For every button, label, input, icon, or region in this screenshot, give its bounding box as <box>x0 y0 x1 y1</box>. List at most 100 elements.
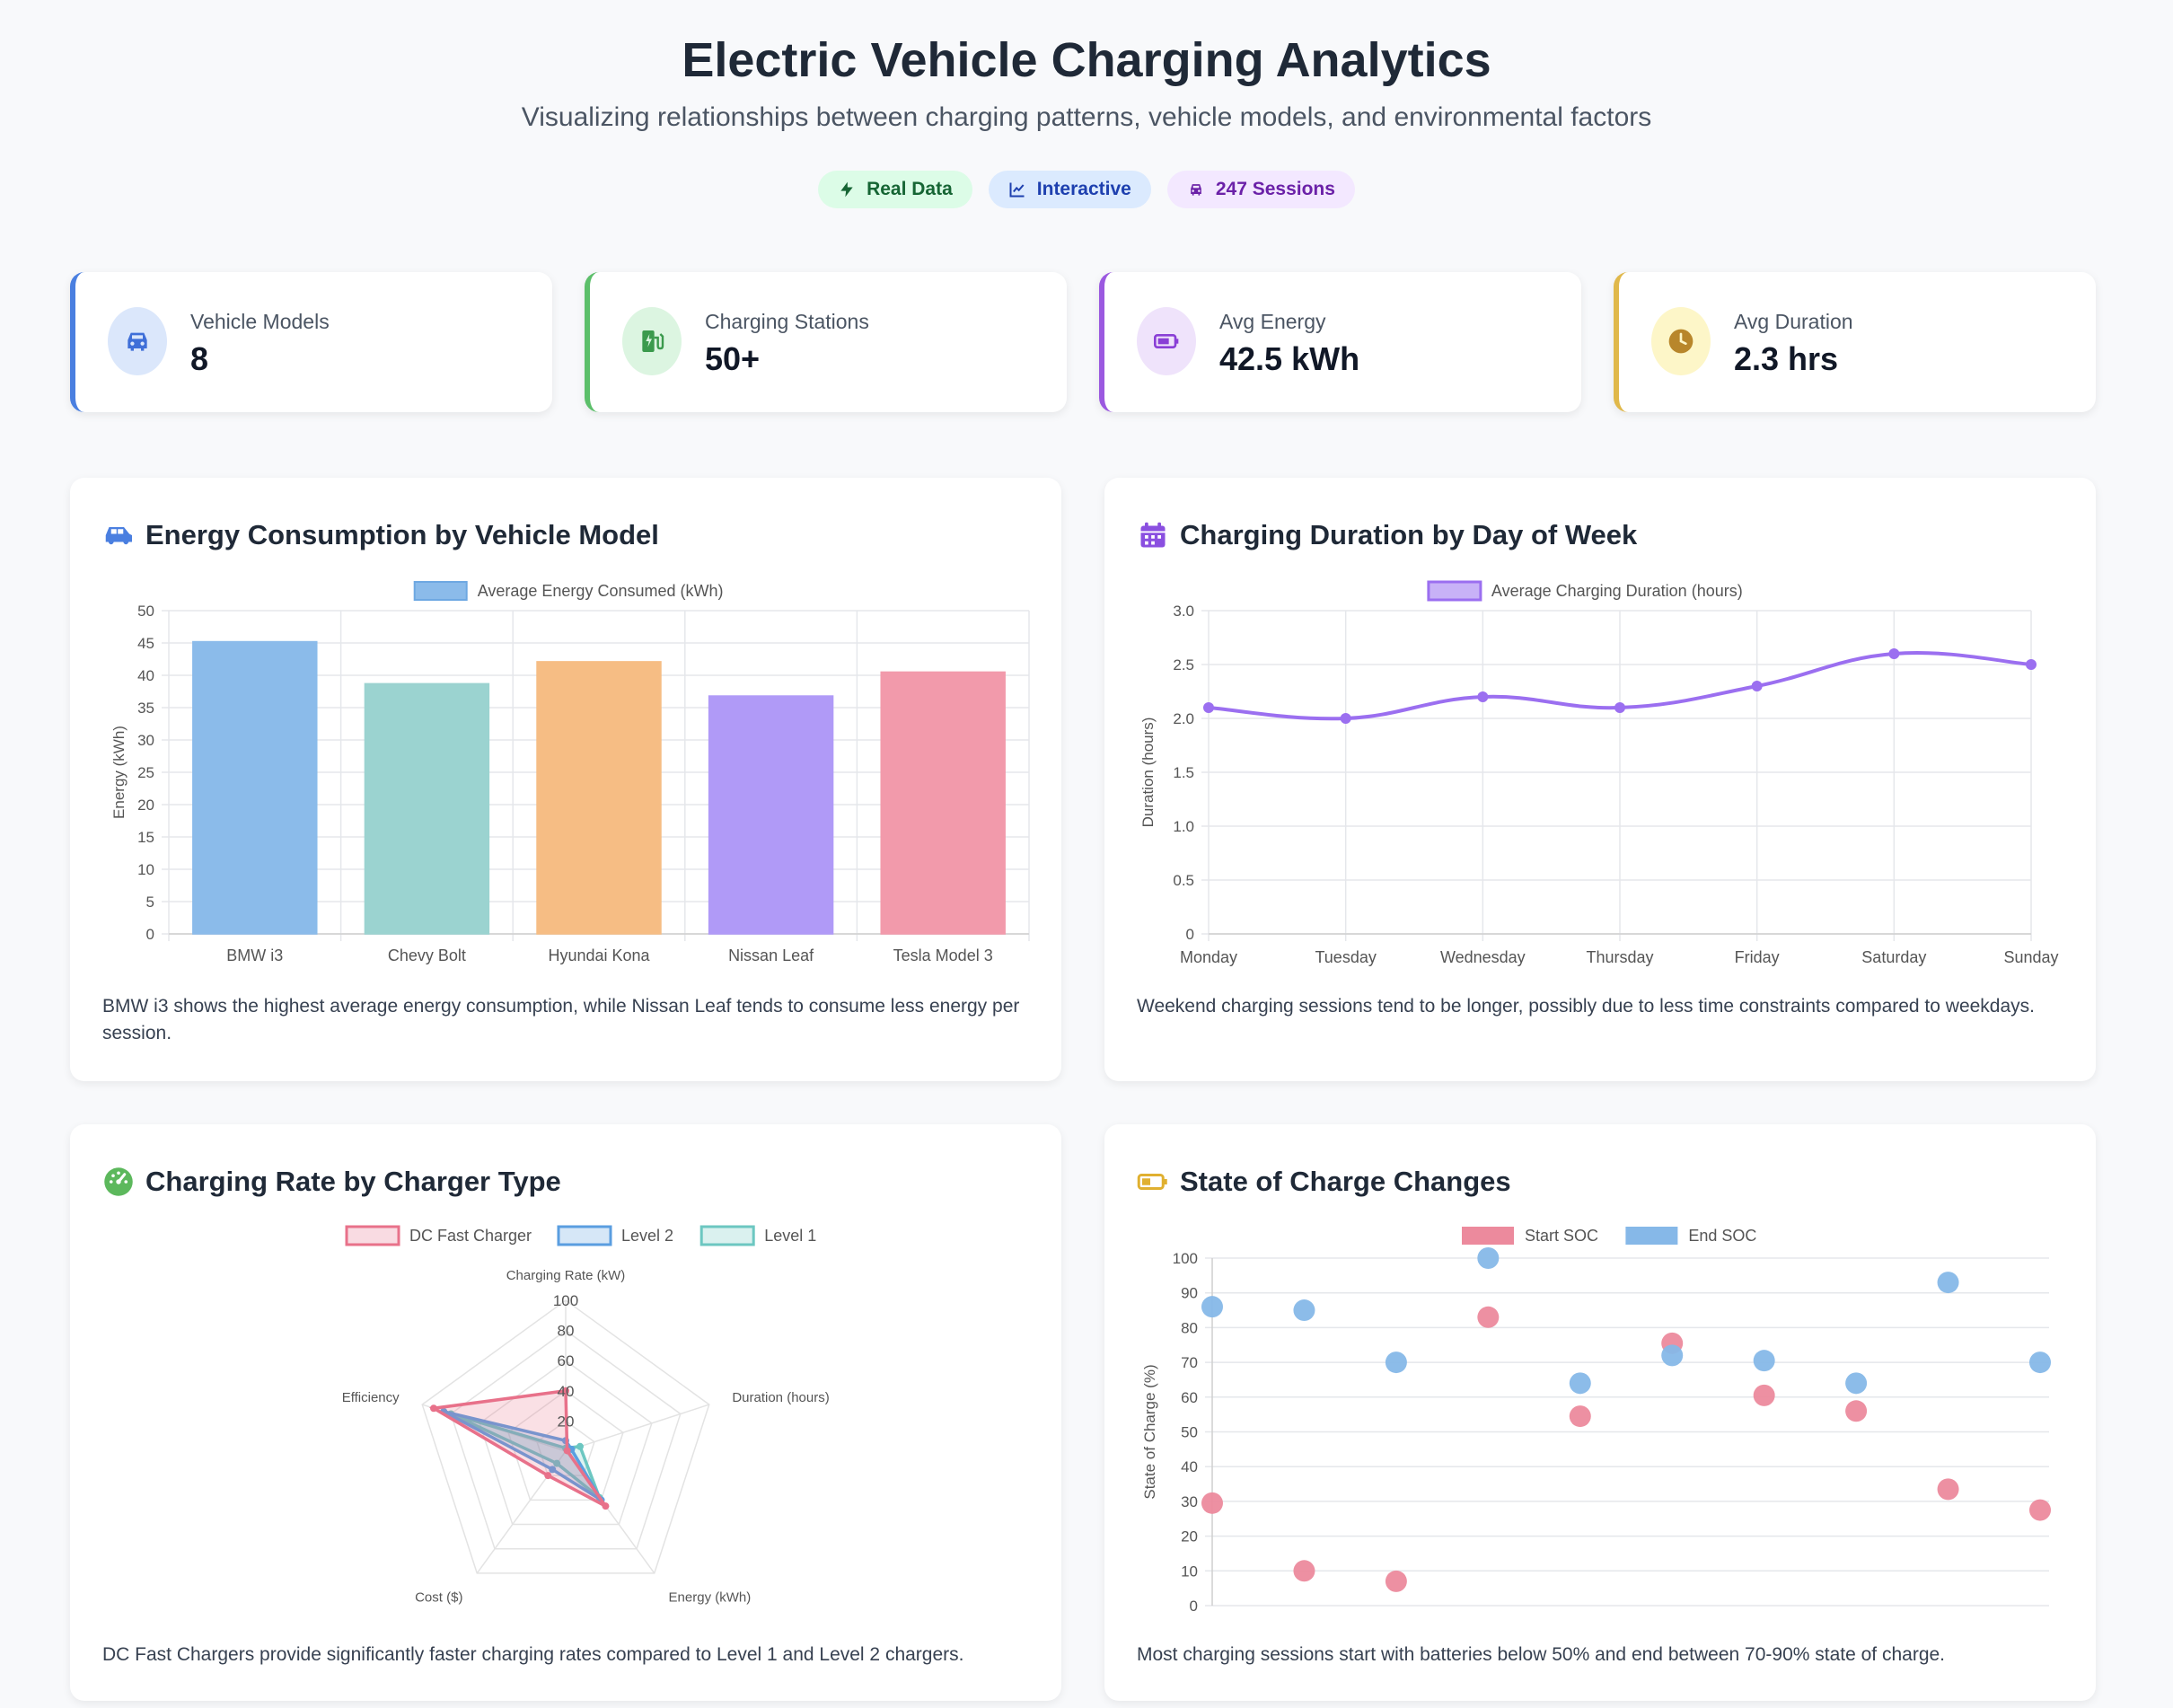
badge-row: Real Data Interactive 247 Sessions <box>0 171 2173 208</box>
scatter-point-start-soc <box>1569 1405 1591 1428</box>
legend-swatch <box>1625 1227 1678 1245</box>
badge-label: Real Data <box>867 179 953 199</box>
radar-point <box>563 1447 571 1455</box>
y-tick-label: 30 <box>137 732 154 749</box>
legend-label: Level 1 <box>764 1227 816 1245</box>
line-chart-icon <box>1009 182 1025 198</box>
legend-label: End SOC <box>1688 1227 1756 1245</box>
badge-label: Interactive <box>1036 179 1131 199</box>
radar-grid-ring <box>536 1420 595 1476</box>
legend-swatch <box>557 1225 612 1246</box>
badge-label: 247 Sessions <box>1215 179 1335 199</box>
y-axis-label: Duration (hours) <box>1139 718 1157 828</box>
gauge-icon <box>104 1167 133 1196</box>
bar-nissan-leaf <box>708 695 834 935</box>
radar-chart: Charging Rate (kW) Duration (hours) Energy… <box>342 1225 830 1606</box>
x-tick-label: Hyundai Kona <box>548 946 650 964</box>
panel-title: Charging Duration by Day of Week <box>1180 519 1638 550</box>
scatter-point-start-soc <box>1477 1306 1500 1328</box>
scatter-point-end-soc <box>1477 1247 1500 1269</box>
scatter-point-end-soc <box>1937 1272 1959 1294</box>
legend-swatch <box>1427 580 1482 602</box>
scatter-point-end-soc <box>1753 1350 1775 1372</box>
x-tick-label: Saturday <box>1861 948 1926 966</box>
battery-icon <box>1137 1174 1167 1190</box>
y-tick-label: 0 <box>146 926 154 943</box>
radar-tick-label: 80 <box>558 1323 575 1340</box>
stat-card-avg-duration: Avg Duration 2.3 hrs <box>1614 272 2096 412</box>
y-tick-label: 10 <box>1181 1563 1198 1580</box>
scatter-chart: 0 10 20 30 40 50 60 70 80 90 100 State of Charge (%… <box>1141 1227 2051 1615</box>
panel-header: Charging Rate by Charger Type <box>102 1166 561 1198</box>
panel-description: BMW i3 shows the highest average energy … <box>102 996 1020 1043</box>
x-tick-label: Wednesday <box>1440 948 1526 966</box>
radar-point <box>549 1466 557 1474</box>
panel-title: Charging Rate by Charger Type <box>145 1166 561 1197</box>
scatter-point-end-soc <box>1293 1299 1315 1322</box>
calendar-icon <box>1140 522 1166 548</box>
clock-icon <box>1668 329 1694 354</box>
radar-axis-label: Duration (hours) <box>732 1390 829 1405</box>
scatter-point-start-soc <box>1937 1478 1959 1501</box>
radar-tick-label: 100 <box>553 1292 578 1309</box>
radar-grid-ring <box>507 1389 624 1501</box>
x-tick-label: Monday <box>1180 948 1237 966</box>
data-point <box>1203 702 1214 713</box>
radar-tick-label: 40 <box>558 1383 575 1400</box>
radar-point <box>553 1459 561 1467</box>
y-tick-label: 0 <box>1190 1598 1198 1615</box>
scatter-point-start-soc <box>2029 1499 2051 1521</box>
legend-label: Start SOC <box>1525 1227 1598 1245</box>
y-tick-label: 1.5 <box>1173 764 1194 781</box>
y-tick-label: 35 <box>137 700 154 717</box>
stat-value: 8 <box>190 340 209 377</box>
radar-grid-ring <box>450 1329 682 1550</box>
stat-label: Avg Energy <box>1219 310 1326 333</box>
y-tick-label: 60 <box>1181 1389 1198 1406</box>
radar-point <box>602 1502 610 1510</box>
scatter-point-end-soc <box>1201 1296 1223 1318</box>
panel-soc-changes: State of Charge Changes 0 10 20 30 40 50 60 70 8… <box>1104 1124 2096 1701</box>
y-tick-label: 40 <box>137 667 154 684</box>
scatter-point-end-soc <box>1569 1372 1591 1395</box>
y-axis-label: State of Charge (%) <box>1141 1364 1158 1499</box>
y-tick-label: 10 <box>137 861 154 878</box>
y-tick-label: 20 <box>1181 1528 1198 1545</box>
stat-label: Avg Duration <box>1734 310 1853 333</box>
bar-hyundai-kona <box>536 661 662 935</box>
bar-chart: 0 5 10 15 20 25 30 35 40 45 50 BMW i3 Chevy Bolt Hyun… <box>110 581 1030 964</box>
legend-label: Average Charging Duration (hours) <box>1491 582 1743 600</box>
radar-axis-label: Energy (kWh) <box>669 1590 752 1606</box>
y-tick-label: 25 <box>137 764 154 781</box>
scatter-point-end-soc <box>1661 1344 1684 1367</box>
legend-swatch <box>345 1225 400 1246</box>
y-tick-label: 2.0 <box>1173 710 1194 727</box>
car-icon <box>105 527 132 545</box>
charging-station-icon <box>642 330 664 352</box>
radar-axis-label: Efficiency <box>342 1390 400 1405</box>
y-tick-label: 3.0 <box>1173 603 1194 620</box>
page-title: Electric Vehicle Charging Analytics <box>682 33 1491 87</box>
x-tick-label: Sunday <box>2003 948 2058 966</box>
y-tick-label: 0.5 <box>1173 872 1194 889</box>
y-axis-label: Energy (kWh) <box>110 726 128 819</box>
y-tick-label: 100 <box>1173 1250 1198 1267</box>
x-tick-label: Tesla Model 3 <box>893 946 993 964</box>
scatter-point-start-soc <box>1753 1384 1775 1406</box>
y-tick-label: 90 <box>1181 1285 1198 1302</box>
radar-spoke <box>565 1404 710 1452</box>
y-tick-label: 0 <box>1186 926 1194 943</box>
radar-axis-label: Cost ($) <box>415 1590 462 1606</box>
legend-swatch <box>699 1225 755 1246</box>
y-tick-label: 50 <box>137 603 154 620</box>
stat-card-avg-energy: Avg Energy 42.5 kWh <box>1099 272 1581 412</box>
y-tick-label: 45 <box>137 635 154 652</box>
bar-bmw-i3 <box>192 640 318 935</box>
stat-icon-wrap <box>108 307 167 375</box>
stat-value: 50+ <box>705 340 761 377</box>
radar-grid-ring <box>479 1360 653 1526</box>
stat-label: Charging Stations <box>705 310 869 333</box>
y-tick-label: 80 <box>1181 1319 1198 1336</box>
bar-tesla-model-3 <box>880 671 1006 935</box>
radar-series-dc-fast-charger <box>428 1388 607 1508</box>
